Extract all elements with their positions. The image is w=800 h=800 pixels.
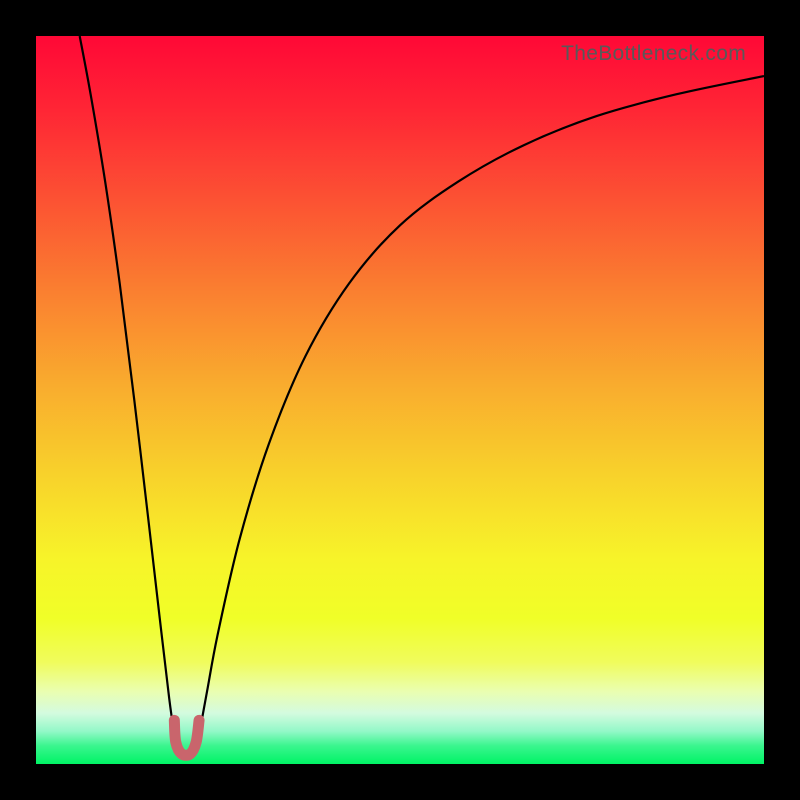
gradient-background (36, 36, 764, 764)
plot-area: TheBottleneck.com (36, 36, 764, 764)
chart-container: TheBottleneck.com (0, 0, 800, 800)
